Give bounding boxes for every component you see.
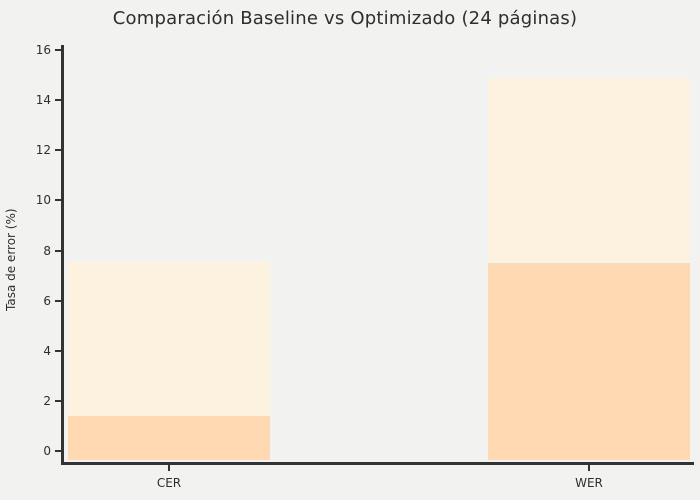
y-tick-label: 10 xyxy=(35,193,51,208)
y-axis-tick xyxy=(55,399,61,402)
y-tick-label: 14 xyxy=(35,93,51,108)
plot-area: 0 2 4 6 8 10 12 14 16 CER WER xyxy=(36,43,694,490)
y-axis-tick xyxy=(55,249,61,252)
y-tick-label: 12 xyxy=(35,143,51,158)
y-axis-tick xyxy=(55,349,61,352)
y-tick-label: 4 xyxy=(43,343,51,358)
x-axis-tick xyxy=(168,465,170,471)
bar-optimizado-cer xyxy=(68,415,270,460)
x-axis-tick xyxy=(588,465,590,471)
y-axis-label: Tasa de error (%) xyxy=(4,208,18,312)
y-tick-label: 6 xyxy=(43,293,51,308)
y-axis-tick xyxy=(55,99,61,102)
y-axis-tick xyxy=(55,199,61,202)
y-tick-label: 8 xyxy=(43,243,51,258)
y-tick-label: 0 xyxy=(43,444,51,458)
y-axis-tick xyxy=(55,49,61,51)
y-tick-label: 2 xyxy=(43,393,51,408)
bar-optimizado-wer xyxy=(488,263,690,460)
x-tick-label-wer: WER xyxy=(575,476,603,490)
chart-title: Comparación Baseline vs Optimizado (24 p… xyxy=(112,8,578,29)
y-axis-tick xyxy=(55,149,61,152)
y-tick-label: 16 xyxy=(35,43,51,57)
y-axis-tick xyxy=(55,299,61,302)
x-tick-label-cer: CER xyxy=(156,476,182,490)
y-axis-tick xyxy=(55,450,61,452)
